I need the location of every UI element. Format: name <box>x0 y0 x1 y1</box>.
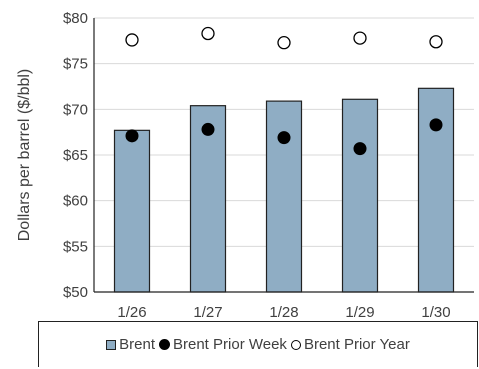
y-tick-label: $80 <box>63 10 88 27</box>
marker-brent-prior-week <box>125 129 139 143</box>
axes <box>93 18 474 293</box>
legend-swatch-filled-dot <box>159 339 170 350</box>
marker-brent-prior-year <box>353 31 367 45</box>
y-tick-label: $75 <box>63 56 88 73</box>
y-tick-labels: $50 $55 $60 $65 $70 $75 $80 <box>63 10 88 301</box>
x-tick-label: 1/29 <box>345 304 374 321</box>
legend-label-brent-prior-year: Brent Prior Year <box>303 336 410 353</box>
legend: Brent Brent Prior Week Brent Prior Year <box>38 321 478 367</box>
x-tick-label: 1/27 <box>193 304 222 321</box>
legend-item-brent-prior-year: Brent Prior Year <box>290 336 410 353</box>
legend-swatch-bar <box>106 339 117 350</box>
marker-brent-prior-week <box>277 131 291 145</box>
marker-brent-prior-week <box>201 122 215 136</box>
y-axis-title: Dollars per barrel ($/bbl) <box>16 69 33 242</box>
legend-label-brent: Brent <box>119 336 155 353</box>
marker-brent-prior-year <box>429 35 443 49</box>
marker-brent-prior-week <box>429 118 443 132</box>
bar-series-brent <box>113 87 455 293</box>
legend-item-brent-prior-week: Brent Prior Week <box>159 336 287 353</box>
y-tick-label: $60 <box>63 193 88 210</box>
x-tick-label: 1/28 <box>269 304 298 321</box>
marker-brent-prior-week <box>353 142 367 156</box>
x-tick-labels: 1/26 1/27 1/28 1/29 1/30 <box>117 304 450 321</box>
bar-brent <box>341 98 379 293</box>
legend-swatch-open-circle <box>290 339 301 350</box>
y-tick-label: $70 <box>63 101 88 118</box>
marker-brent-prior-year <box>125 33 139 47</box>
y-tick-label: $50 <box>63 284 88 301</box>
y-tick-label: $65 <box>63 147 88 164</box>
y-tick-label: $55 <box>63 238 88 255</box>
marker-brent-prior-year <box>201 26 215 41</box>
legend-item-brent: Brent <box>106 336 155 353</box>
bar-brent <box>113 129 151 293</box>
x-tick-label: 1/30 <box>421 304 450 321</box>
legend-label-brent-prior-week: Brent Prior Week <box>173 336 287 353</box>
x-tick-label: 1/26 <box>117 304 146 321</box>
marker-brent-prior-year <box>277 36 291 50</box>
bar-brent <box>265 100 303 293</box>
marker-series <box>125 26 443 156</box>
